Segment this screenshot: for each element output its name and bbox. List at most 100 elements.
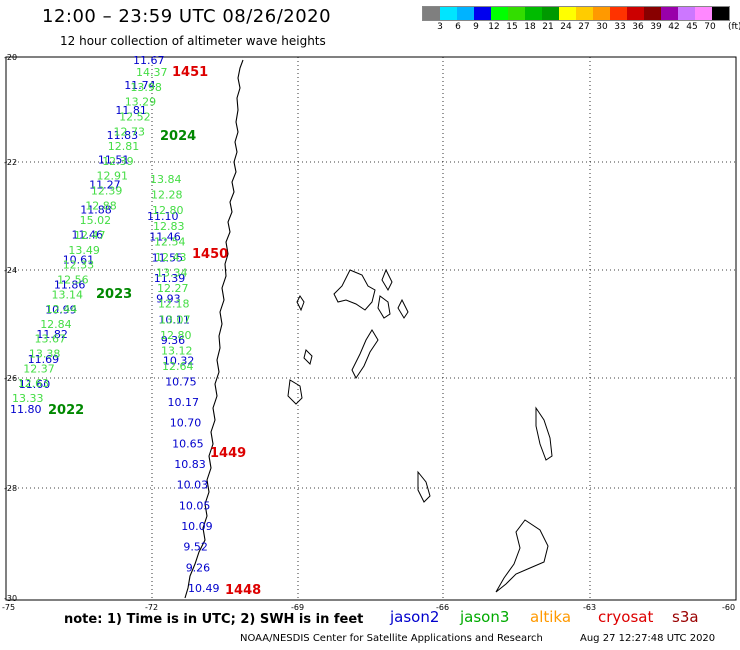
footnote: note: 1) Time is in UTC; 2) SWH is in fe…: [64, 612, 364, 627]
jason2-track-values: 11.67 11.74 11.81 11.83 11.51 11.27 11.88 11.46…: [10, 54, 165, 416]
color-scale-swatch: [610, 7, 627, 20]
lon-label: -75: [2, 603, 15, 612]
pass-time-label: 1448: [225, 583, 261, 598]
swh-value-jason3: 12.33: [63, 259, 94, 272]
swh-value-jason2: 10.32: [163, 355, 195, 368]
graticule: [6, 57, 736, 600]
swh-value-jason3: 12.37: [23, 362, 55, 375]
swh-value-jason3: 13.67: [35, 333, 67, 346]
swh-value-jason3: 15.02: [80, 214, 112, 227]
color-scale-swatch: [440, 7, 457, 20]
swh-value-jason2: 11.55: [152, 251, 184, 264]
swh-value-jason2: 11.10: [147, 210, 179, 223]
satellite-legend-altika: altika: [530, 608, 572, 626]
color-scale-labels: 3 6 9 12 15 18 21 24 27 30 33 36 39 42 45 70: [422, 22, 740, 34]
swh-value-jason2: 10.17: [168, 396, 200, 409]
color-scale-label: 45: [686, 22, 698, 32]
credit-text: NOAA/NESDIS Center for Satellite Applica…: [240, 633, 543, 644]
swh-value-jason3: 12.80: [160, 329, 192, 342]
lat-label: -20: [4, 53, 17, 62]
swh-value-jason3: 12.47: [74, 229, 106, 242]
swh-value-jason3: 12.73: [114, 125, 146, 138]
swh-value-jason2: 10.61: [63, 253, 94, 266]
lat-axis-labels: -20 -22 -24 -26 -28 -30: [4, 53, 17, 603]
swh-value-jason3: 13.38: [29, 348, 61, 361]
swh-value-jason2: 11.74: [124, 79, 156, 92]
generated-timestamp: Aug 27 12:27:48 UTC 2020: [580, 633, 716, 644]
color-scale-swatch: [593, 7, 610, 20]
color-scale-label: 70: [704, 22, 716, 32]
islands: [287, 268, 553, 593]
color-scale-swatch: [661, 7, 678, 20]
jason2-east-track-values: 11.10 11.46 11.55 11.39 9.93 10.11 9.36 10.32 10…: [147, 210, 220, 595]
swh-value-jason2: 10.70: [170, 417, 202, 430]
swh-value-jason2: 11.82: [36, 328, 68, 341]
lat-label: -22: [4, 158, 17, 167]
color-scale-label: 9: [473, 22, 479, 32]
swh-value-jason2: 11.83: [107, 129, 139, 142]
color-scale-swatch: [474, 7, 491, 20]
page-subtitle: 12 hour collection of altimeter wave hei…: [60, 34, 326, 48]
map-frame: [5, 56, 737, 601]
swh-value-jason3: 12.27: [157, 282, 189, 295]
page-title: 12:00 – 23:59 UTC 08/26/2020: [42, 6, 332, 27]
color-scale-swatch: [695, 7, 712, 20]
pass-time-label: 2023: [96, 287, 132, 302]
swh-value-jason2: 11.88: [80, 204, 112, 217]
lon-label: -72: [145, 603, 158, 612]
color-scale-swatch: [559, 7, 576, 20]
pass-time-label: 2022: [48, 403, 84, 418]
satellite-legend-s3a: s3a: [672, 608, 699, 626]
color-scale-swatch: [508, 7, 525, 20]
color-scale-label: 30: [596, 22, 608, 32]
swh-value-jason3: 13.34: [156, 267, 188, 280]
swh-value-jason2: 10.65: [172, 437, 204, 450]
swh-value-jason2: 11.69: [28, 353, 59, 366]
swh-value-jason3: 12.63: [18, 377, 49, 390]
swh-value-jason2: 11.81: [115, 104, 146, 117]
swh-value-jason3: 12.56: [57, 274, 89, 287]
lat-label: -28: [4, 484, 17, 493]
swh-value-jason2: 9.93: [156, 293, 181, 306]
swh-value-jason3: 12.83: [153, 220, 185, 233]
swh-value-jason2: 10.03: [177, 479, 209, 492]
jason3-east-track-values: 13.84 12.28 12.80 12.83 12.54 12.43 13.34 12.27…: [150, 173, 194, 373]
lon-label: -63: [583, 603, 596, 612]
swh-value-jason3: 13.49: [68, 244, 100, 257]
color-scale-swatch: [542, 7, 559, 20]
swh-value-jason3: 12.43: [155, 251, 187, 264]
color-scale-label: 18: [524, 22, 536, 32]
color-scale-swatch: [423, 7, 440, 20]
swh-value-jason2: 10.05: [179, 499, 211, 512]
pass-time-label: 1450: [192, 247, 228, 262]
swh-value-jason3: 14.37: [136, 66, 168, 79]
color-scale-label: 6: [455, 22, 461, 32]
swh-value-jason2: 11.27: [89, 179, 121, 192]
color-scale-swatches: [422, 6, 730, 21]
swh-value-jason3: 12.91: [97, 170, 129, 183]
color-scale-swatch: [525, 7, 542, 20]
swh-value-jason3: 12.81: [108, 140, 140, 153]
swh-value-jason3: 12.18: [158, 298, 190, 311]
color-scale-swatch: [491, 7, 508, 20]
swh-value-jason2: 11.46: [72, 229, 104, 242]
swh-value-jason2: 10.83: [174, 458, 206, 471]
swh-value-jason2: 10.49: [188, 582, 220, 595]
lon-axis-labels: -75 -72 -69 -66 -63 -60: [2, 603, 735, 612]
swh-value-jason2: 9.26: [186, 561, 211, 574]
color-scale-swatch: [457, 7, 474, 20]
color-scale-label: 3: [437, 22, 443, 32]
color-scale-swatch: [627, 7, 644, 20]
swh-value-jason2: 11.39: [154, 272, 186, 285]
swh-value-jason3: 12.28: [151, 189, 183, 202]
color-scale-swatch: [678, 7, 695, 20]
swh-value-jason2: 11.80: [10, 403, 42, 416]
swh-value-jason3: 13.07: [159, 313, 191, 326]
swh-value-jason2: 10.75: [165, 375, 197, 388]
color-scale-label: 27: [578, 22, 590, 32]
satellite-legend-cryosat: cryosat: [598, 608, 654, 626]
color-scale-label: 24: [560, 22, 572, 32]
